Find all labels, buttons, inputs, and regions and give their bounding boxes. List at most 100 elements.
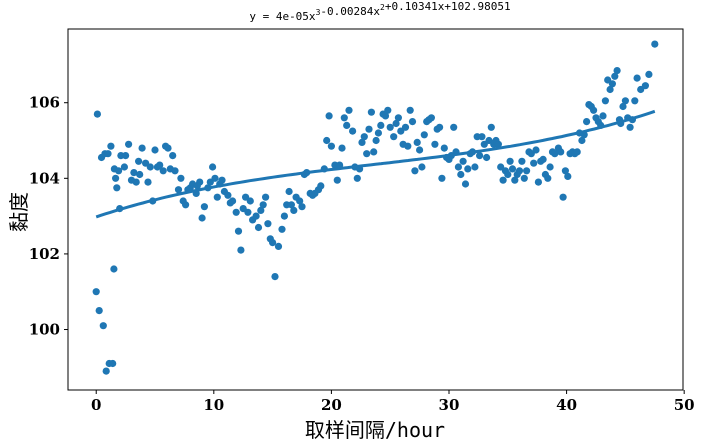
x-tick-label: 10 [203,396,224,414]
data-point [411,167,419,175]
data-point [478,133,486,141]
data-point [112,174,120,182]
data-point [520,174,528,182]
data-point [353,174,361,182]
data-point [626,123,634,131]
data-point [544,174,552,182]
data-point [132,178,140,186]
data-point [259,201,267,209]
data-point [229,197,237,205]
data-point [557,148,565,156]
data-point [338,144,346,152]
data-point [390,133,398,141]
data-point [285,187,293,196]
data-point [122,152,130,160]
data-point [641,82,650,90]
data-point [606,85,614,94]
data-point [613,67,621,75]
data-point [262,193,270,201]
data-point [534,178,543,186]
data-point [539,155,547,163]
data-point [104,150,112,158]
data-point [508,165,517,173]
data-point [487,123,495,131]
plot-area [67,28,684,391]
data-point [608,80,617,88]
data-point [343,121,351,129]
data-point [504,170,512,179]
data-point [515,167,524,175]
data-point [211,174,219,182]
data-point [95,307,103,315]
data-point [109,359,117,368]
y-axis: 100 102 104 106 [29,94,68,339]
data-point [370,148,378,156]
data-point [298,203,306,211]
data-point [377,121,385,129]
data-point [138,144,146,152]
data-point [144,178,152,186]
data-point [457,170,465,179]
data-point [234,227,243,235]
data-point [237,246,245,254]
data-point [345,106,353,114]
data-point [232,208,240,216]
data-point [254,223,263,232]
data-point [218,176,226,184]
data-point [213,193,221,201]
data-point [196,178,204,186]
data-point [408,118,417,126]
data-point [113,184,121,192]
data-point [323,136,331,145]
x-tick-label: 40 [556,396,577,414]
data-point [420,131,428,139]
data-point [645,70,653,78]
data-point [392,119,400,128]
data-point [358,138,366,146]
data-point [200,203,208,211]
y-tick-label: 104 [29,169,60,187]
data-point [471,163,479,171]
data-point [92,288,100,296]
data-point [171,167,179,175]
data-point [287,201,295,209]
data-point [269,239,277,247]
data-point [631,97,639,105]
data-point [317,182,325,190]
data-point [494,140,502,148]
data-point [413,138,421,146]
data-point [174,186,183,194]
data-point [280,212,288,220]
data-point [115,167,123,175]
data-point [164,144,172,152]
data-point [506,157,514,165]
data-point [290,206,298,214]
data-point [349,127,357,135]
data-point [621,97,630,105]
data-point [198,214,206,222]
data-point [459,157,467,165]
data-point [381,112,390,120]
data-point [257,206,265,214]
x-tick-label: 20 [321,396,342,414]
data-point [159,167,167,175]
x-tick-label: 30 [439,396,460,414]
data-point [611,72,619,80]
data-point [264,220,272,228]
data-point [551,150,559,158]
data-point [120,163,128,171]
data-point [418,163,426,171]
data-point [209,163,217,171]
x-axis: 0 10 20 30 40 50 [91,390,695,414]
data-point [169,152,177,160]
data-point [578,136,586,145]
data-point [246,197,254,205]
data-point [125,140,133,148]
data-point [384,106,392,114]
data-point [573,148,581,156]
data-point [252,212,260,220]
data-point [633,74,641,82]
data-point [365,125,373,133]
data-point [325,112,333,120]
